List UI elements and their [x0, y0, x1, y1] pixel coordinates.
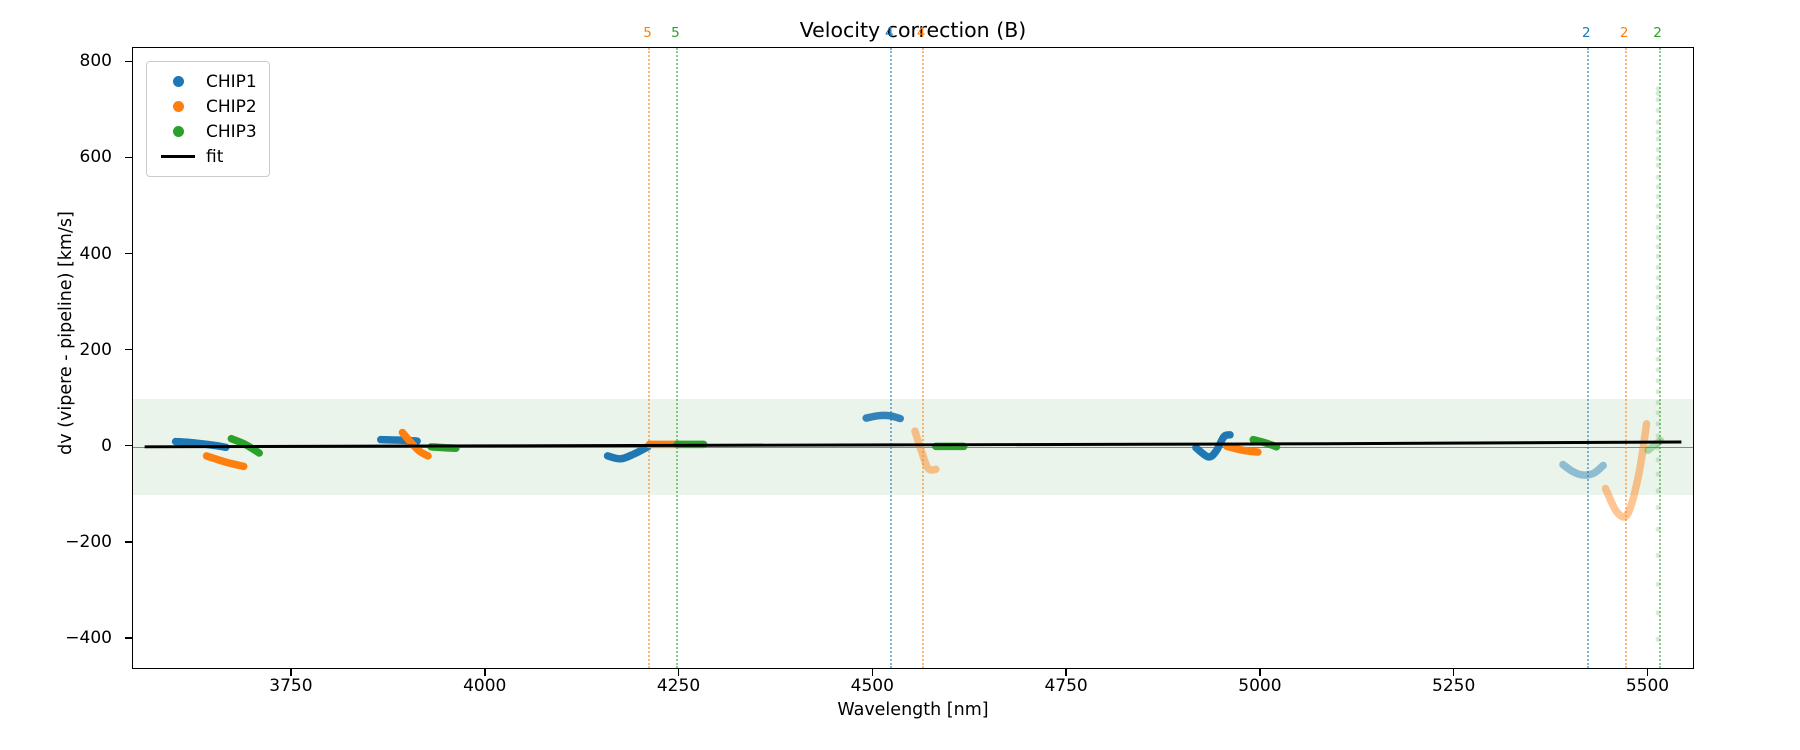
order-marker-line — [1625, 48, 1628, 668]
fit-line — [144, 440, 1682, 449]
legend-marker — [156, 155, 200, 158]
y-tick-label: 200 — [79, 339, 112, 360]
data-series-layer — [144, 86, 1682, 642]
legend[interactable]: CHIP1 CHIP2 CHIP3 fit — [146, 61, 270, 177]
order-marker-line — [922, 48, 925, 668]
legend-item-chip3[interactable]: CHIP3 — [156, 119, 257, 144]
data-segment — [398, 428, 432, 460]
order-marker-label: 5 — [643, 25, 652, 41]
x-tick-label: 4500 — [850, 676, 894, 696]
legend-line-icon — [161, 155, 195, 158]
order-marker-label: 4 — [885, 25, 894, 41]
y-tick-mark — [125, 348, 132, 351]
x-tick-mark — [1646, 669, 1649, 676]
data-segment — [862, 411, 904, 423]
series-chip2 — [202, 420, 1651, 521]
order-marker-label: 2 — [1653, 25, 1662, 41]
legend-label: CHIP1 — [206, 71, 257, 92]
legend-marker — [156, 101, 200, 112]
x-tick-mark — [1452, 669, 1455, 676]
x-tick-mark — [1065, 669, 1067, 676]
y-tick-label: 600 — [79, 147, 112, 168]
plot-area — [132, 47, 1694, 669]
legend-dot-icon — [172, 126, 184, 137]
data-segment — [202, 452, 248, 471]
legend-label: fit — [206, 146, 224, 167]
x-tick-mark — [483, 669, 486, 676]
data-segment — [603, 443, 652, 463]
y-tick-label: −200 — [65, 531, 112, 552]
x-tick-label: 5000 — [1238, 676, 1282, 696]
y-tick-mark — [125, 252, 132, 255]
x-tick-mark — [290, 669, 292, 676]
order-marker-line — [676, 48, 679, 668]
x-tick-mark — [871, 669, 874, 676]
data-segment — [911, 427, 940, 474]
data-segment — [1601, 420, 1651, 521]
order-marker-label: 5 — [671, 25, 680, 41]
x-tick-label: 3750 — [269, 676, 313, 696]
y-tick-mark — [125, 540, 132, 543]
y-tick-mark — [125, 156, 132, 159]
y-tick-mark — [125, 60, 132, 63]
legend-item-fit[interactable]: fit — [156, 144, 257, 169]
x-tick-label: 5500 — [1625, 676, 1670, 696]
order-marker-line — [648, 48, 651, 668]
x-tick-mark — [677, 669, 680, 676]
order-marker-label: 2 — [1619, 25, 1629, 41]
faint-scatter-column — [1655, 86, 1661, 642]
order-marker-label: 4 — [916, 25, 926, 41]
y-tick-label: 800 — [79, 51, 112, 72]
legend-marker — [156, 76, 200, 87]
x-tick-label: 4750 — [1044, 676, 1088, 696]
y-axis-label: dv (vipere - pipeline) [km/s] — [56, 211, 76, 455]
order-marker-line — [890, 48, 893, 668]
legend-label: CHIP2 — [206, 96, 257, 117]
chart-title: Velocity correction (B) — [799, 18, 1027, 42]
zero-reference-line — [133, 446, 1693, 448]
data-segment — [227, 434, 263, 457]
y-tick-mark — [125, 444, 132, 447]
data-segment — [1223, 442, 1262, 456]
legend-dot-icon — [172, 101, 184, 112]
x-axis-label: Wavelength [nm] — [837, 700, 989, 720]
legend-item-chip2[interactable]: CHIP2 — [156, 94, 257, 119]
legend-label: CHIP3 — [206, 121, 257, 142]
legend-marker — [156, 126, 200, 137]
legend-dot-icon — [172, 76, 184, 87]
data-segment — [1192, 431, 1234, 461]
data-segment — [1559, 460, 1607, 479]
order-marker-line — [1658, 48, 1661, 668]
order-marker-label: 2 — [1581, 25, 1591, 41]
x-tick-label: 5250 — [1432, 676, 1476, 696]
order-marker-line — [1587, 48, 1590, 668]
y-tick-label: 0 — [101, 435, 112, 456]
y-tick-label: −400 — [65, 627, 112, 648]
x-tick-label: 4250 — [656, 676, 701, 696]
y-tick-label: 400 — [79, 243, 112, 264]
legend-item-chip1[interactable]: CHIP1 — [156, 69, 257, 94]
y-tick-mark — [125, 636, 132, 639]
x-tick-label: 4000 — [463, 676, 507, 696]
x-tick-mark — [1259, 669, 1261, 676]
